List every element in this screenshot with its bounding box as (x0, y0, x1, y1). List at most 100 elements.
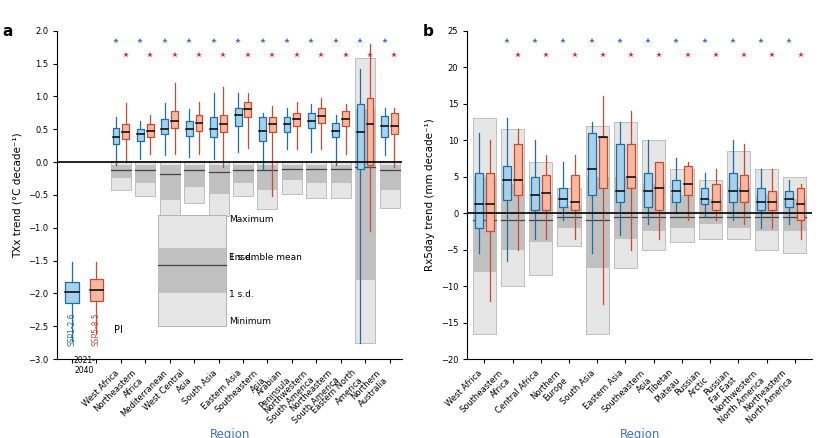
Bar (782, 177, 805, 253)
Bar (208, 161, 229, 216)
Bar (726, 151, 749, 239)
Bar (531, 177, 538, 209)
Bar (157, 215, 226, 326)
Bar (598, 137, 606, 187)
Bar (514, 144, 522, 195)
Bar (160, 165, 179, 200)
Bar (698, 180, 721, 239)
Bar (330, 161, 351, 198)
Bar (557, 187, 580, 246)
Bar (570, 175, 578, 209)
Bar (157, 248, 226, 293)
Y-axis label: TXx trend (°C decade⁻¹): TXx trend (°C decade⁻¹) (12, 132, 23, 258)
Bar (585, 177, 608, 268)
X-axis label: Region: Region (209, 428, 250, 438)
Bar (210, 117, 217, 137)
Text: 1 s.d.: 1 s.d. (229, 253, 253, 261)
Bar (528, 162, 552, 275)
Bar (473, 118, 495, 334)
Bar (111, 161, 131, 190)
Bar (308, 113, 314, 128)
Bar (500, 184, 523, 250)
Bar (542, 175, 550, 209)
Bar (740, 175, 747, 202)
Bar (782, 198, 805, 231)
Bar (641, 140, 664, 250)
Bar (171, 111, 178, 128)
Bar (557, 206, 580, 228)
Bar (711, 184, 719, 209)
Text: b: b (422, 24, 433, 39)
Bar (474, 173, 482, 228)
Bar (257, 165, 277, 190)
Bar (283, 117, 290, 132)
Bar (122, 124, 129, 139)
Bar (269, 117, 275, 132)
Bar (726, 187, 749, 228)
Bar (330, 165, 351, 183)
Bar (670, 170, 693, 242)
Bar (502, 166, 510, 200)
Bar (615, 144, 623, 202)
Bar (233, 161, 253, 196)
Bar (293, 113, 300, 126)
Bar (613, 177, 636, 239)
Bar (500, 129, 523, 286)
Bar (559, 187, 567, 207)
Bar (654, 162, 663, 209)
Bar (257, 161, 277, 209)
Text: SSP1-2.6: SSP1-2.6 (67, 312, 76, 346)
Bar (306, 165, 326, 183)
Bar (111, 165, 131, 179)
Bar (473, 177, 495, 272)
Bar (184, 165, 204, 187)
Bar (355, 58, 375, 343)
Bar (160, 161, 179, 229)
Bar (698, 198, 721, 224)
Bar (318, 108, 324, 123)
Bar (137, 129, 143, 141)
Bar (613, 122, 636, 268)
Bar (795, 187, 803, 220)
Bar (627, 144, 634, 187)
Text: 1 s.d.: 1 s.d. (229, 290, 253, 299)
Bar (379, 161, 399, 208)
Bar (644, 173, 651, 207)
Bar (234, 108, 242, 126)
Bar (135, 161, 155, 196)
Bar (683, 166, 690, 195)
Bar (186, 121, 192, 136)
Bar (767, 191, 776, 209)
Bar (112, 128, 120, 144)
Bar (587, 133, 595, 195)
Bar (699, 187, 708, 205)
Bar (641, 184, 664, 231)
Bar (486, 173, 493, 231)
Bar (785, 191, 792, 207)
Bar (147, 124, 153, 137)
Bar (332, 123, 339, 137)
Bar (89, 279, 103, 301)
Bar (672, 180, 680, 202)
Bar (381, 116, 387, 137)
Bar (342, 111, 349, 126)
Text: 2021-
2040: 2021- 2040 (73, 356, 95, 375)
Bar (208, 165, 229, 194)
Bar (233, 165, 253, 183)
Bar (219, 115, 227, 132)
Bar (259, 117, 265, 141)
Bar (306, 161, 326, 198)
Bar (379, 165, 399, 190)
Bar (282, 165, 301, 180)
X-axis label: Region: Region (618, 428, 659, 438)
Bar (585, 126, 608, 334)
Bar (66, 282, 79, 303)
Bar (670, 195, 693, 228)
Y-axis label: Rx5day trend (mm decade⁻¹): Rx5day trend (mm decade⁻¹) (425, 119, 435, 271)
Bar (135, 165, 155, 183)
Text: Maximum: Maximum (229, 215, 273, 224)
Bar (282, 161, 301, 194)
Text: Ensemble mean: Ensemble mean (229, 253, 301, 261)
Text: a: a (2, 24, 12, 39)
Bar (391, 113, 397, 134)
